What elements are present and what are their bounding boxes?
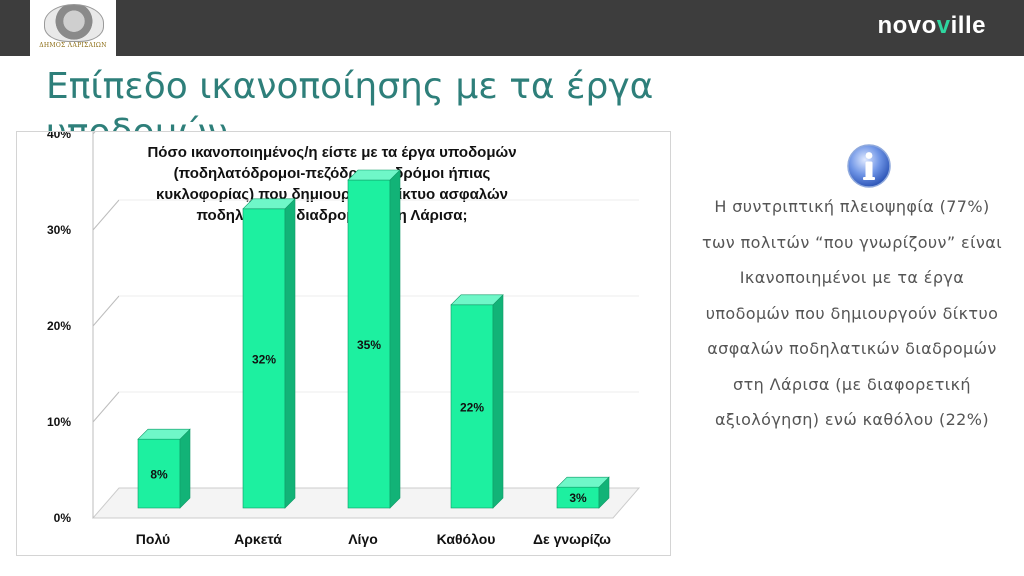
category-label: Αρκετά [234, 531, 282, 547]
bar [450, 304, 494, 509]
bar [347, 179, 391, 509]
y-tick-label: 0% [54, 511, 72, 525]
bar-side [492, 294, 504, 509]
bar-top [242, 198, 296, 210]
y-tick-label: 10% [47, 415, 71, 429]
data-label: 3% [569, 491, 587, 505]
data-label: 8% [150, 468, 168, 482]
bar [242, 208, 286, 509]
logo-text: ΔΗΜΟΣ ΛΑΡΙΣΑΙΩΝ [39, 42, 107, 49]
y-tick-label: 30% [47, 223, 71, 237]
y-tick-label: 40% [47, 132, 71, 141]
bar-side [179, 428, 191, 509]
municipality-logo: ΔΗΜΟΣ ΛΑΡΙΣΑΙΩΝ [30, 0, 116, 56]
data-label: 32% [252, 352, 276, 366]
chart-title-line: Πόσο ικανοποιημένος/η είστε με τα έργα υ… [147, 144, 516, 161]
data-label: 22% [460, 400, 484, 414]
category-label: Πολύ [136, 531, 170, 547]
brand-accent-letter: v [936, 12, 951, 39]
bar-top [450, 294, 504, 306]
chart-frame: Πόσο ικανοποιημένος/η είστε με τα έργα υ… [16, 131, 671, 556]
gridline [92, 295, 120, 327]
bar [137, 438, 181, 509]
slide-title: Επίπεδο ικανοποίησης με τα έργα υποδομών [46, 66, 654, 134]
chart-title-line: ποδηλατικών διαδρομών στη Λάρισα; [196, 207, 467, 224]
bar-top [347, 169, 401, 181]
bar-side [284, 198, 296, 509]
bar-chart: Πόσο ικανοποιημένος/η είστε με τα έργα υ… [47, 132, 641, 547]
category-label: Λίγο [348, 531, 378, 547]
bar-top [556, 476, 610, 488]
gridline [92, 391, 120, 423]
bar-top [137, 428, 191, 440]
info-text: Η συντριπτική πλειοψηφία (77%) των πολιτ… [701, 197, 1003, 429]
chart-title-line: (ποδηλατόδρομοι-πεζόδρομοι-δρόμοι ήπιας [174, 165, 491, 182]
gridline [92, 132, 96, 135]
category-label: Καθόλου [437, 531, 496, 547]
brand-suffix: ille [950, 12, 986, 39]
info-icon [847, 144, 891, 188]
brand-logo: novoville [877, 12, 986, 40]
chart-title-line: κυκλοφορίας) που δημιουργούν δίκτυο ασφα… [156, 186, 508, 203]
y-tick-label: 20% [47, 319, 71, 333]
top-bar: ΔΗΜΟΣ ΛΑΡΙΣΑΙΩΝ novoville [0, 0, 1024, 56]
brand-prefix: novo [877, 12, 937, 39]
bar-side [389, 169, 401, 509]
logo-emblem-icon [44, 4, 104, 42]
category-label: Δε γνωρίζω [533, 531, 611, 547]
gridline [92, 199, 120, 231]
data-label: 35% [357, 338, 381, 352]
